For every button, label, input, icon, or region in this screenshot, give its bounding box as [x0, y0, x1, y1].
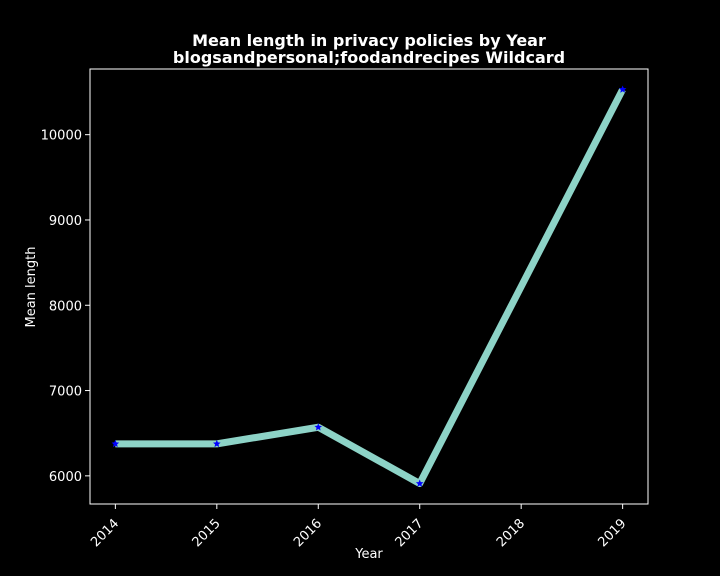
data-point: [111, 439, 120, 448]
series-mean-length: [111, 85, 627, 488]
x-axis-label: Year: [354, 547, 383, 562]
data-point: [314, 423, 323, 431]
y-tick-label: 9000: [49, 214, 82, 229]
data-point: [618, 85, 627, 93]
y-tick-label: 7000: [49, 385, 82, 400]
y-axis-label: Mean length: [24, 247, 39, 328]
y-tick-label: 6000: [49, 470, 82, 485]
axes-frame: [89, 68, 649, 505]
chart-subtitle: blogsandpersonal;foodandrecipes Wildcard: [173, 48, 565, 67]
data-point: [415, 479, 424, 487]
y-tick-label: 10000: [41, 129, 82, 144]
y-axis: 6000 7000 8000 9000 10000: [41, 129, 90, 485]
data-point: [213, 439, 221, 448]
chart-title: Mean length in privacy policies by Year: [192, 31, 546, 50]
y-tick-label: 8000: [49, 299, 82, 314]
